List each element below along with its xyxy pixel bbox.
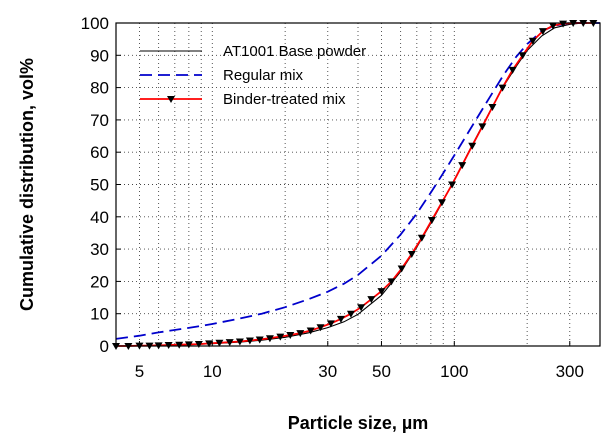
y-tick-label: 90 <box>90 46 109 65</box>
series-marker <box>548 22 557 30</box>
series-marker <box>377 288 386 296</box>
series-marker <box>205 340 214 348</box>
series-marker <box>448 181 457 189</box>
legend-label-2: Regular mix <box>223 67 304 84</box>
y-tick-label: 100 <box>81 14 109 33</box>
series-marker <box>215 339 224 347</box>
y-tick-label: 60 <box>90 143 109 162</box>
y-tick-label: 30 <box>90 240 109 259</box>
series-marker <box>387 278 396 286</box>
series-marker <box>468 142 477 150</box>
y-tick-label: 10 <box>90 305 109 324</box>
y-tick-label: 70 <box>90 111 109 130</box>
plot-series <box>112 20 600 350</box>
series-marker <box>336 315 345 323</box>
x-tick-label: 100 <box>440 362 468 381</box>
series-marker <box>458 162 467 170</box>
series-marker <box>175 341 184 349</box>
series-marker <box>296 330 305 338</box>
series-marker <box>306 327 315 335</box>
x-tick-label: 30 <box>318 362 337 381</box>
series-marker <box>518 52 527 60</box>
series-marker <box>326 320 335 328</box>
series-marker <box>184 341 193 349</box>
series-marker <box>286 332 295 340</box>
series-marker <box>276 333 285 341</box>
series-marker <box>245 337 254 345</box>
x-tick-label: 50 <box>372 362 391 381</box>
y-tick-label: 20 <box>90 272 109 291</box>
series-marker <box>316 324 325 332</box>
series-line-2 <box>115 22 600 340</box>
x-tick-label: 5 <box>135 362 144 381</box>
series-marker <box>357 304 366 312</box>
y-tick-label: 0 <box>100 337 109 356</box>
series-marker <box>488 103 497 111</box>
axis-ticks: 0 10 20 30 40 50 60 70 80 90 100 5 10 30 50 100 300 <box>81 14 584 381</box>
series-marker <box>508 66 517 74</box>
series-marker <box>559 20 568 28</box>
x-axis-title: Particle size, µm <box>288 413 428 433</box>
series-marker <box>417 234 426 242</box>
series-marker <box>427 217 436 225</box>
series-marker <box>538 28 547 36</box>
series-marker <box>225 339 234 347</box>
series-marker <box>194 341 203 349</box>
legend-label-1: AT1001 Base powder <box>223 43 366 60</box>
series-marker <box>397 265 406 273</box>
series-marker <box>528 37 537 45</box>
legend-marker <box>167 96 175 103</box>
series-marker <box>367 296 376 304</box>
series-marker <box>498 84 507 92</box>
x-tick-label: 10 <box>203 362 222 381</box>
series-marker <box>255 336 264 344</box>
grid-lines <box>116 23 600 346</box>
series-marker <box>478 123 487 131</box>
y-axis-title: Cumulative distribution, vol% <box>17 58 37 311</box>
legend-label-3: Binder-treated mix <box>223 91 346 108</box>
series-line-3 <box>116 22 594 347</box>
legend: AT1001 Base powder Regular mix Binder-trea… <box>140 43 366 108</box>
series-marker <box>235 338 244 346</box>
y-tick-label: 40 <box>90 208 109 227</box>
series-marker <box>265 335 274 343</box>
series-marker <box>407 250 416 258</box>
x-tick-label: 300 <box>556 362 584 381</box>
series-marker <box>346 310 355 318</box>
y-tick-label: 80 <box>90 79 109 98</box>
y-tick-label: 50 <box>90 176 109 195</box>
series-marker <box>437 199 446 207</box>
